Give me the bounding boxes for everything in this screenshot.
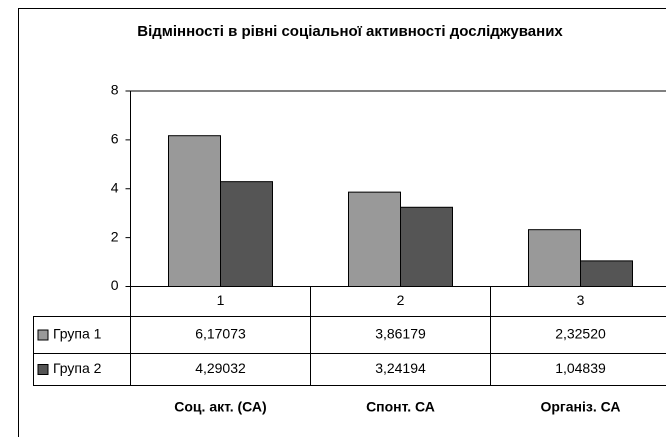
y-tick-label: 0 (111, 277, 119, 293)
table-value: 1,04839 (555, 360, 606, 376)
y-tick-label: 8 (111, 82, 119, 98)
table-value: 2,32520 (555, 326, 606, 342)
category-note: Спонт. СА (366, 399, 435, 415)
x-tick-label: 1 (217, 292, 225, 308)
x-tick-label: 2 (397, 292, 405, 308)
chart-title: Відмінності в рівні соціальної активност… (137, 23, 563, 40)
bar (348, 191, 401, 287)
y-tick-label: 2 (111, 228, 119, 244)
legend-swatch (37, 329, 49, 341)
bar (580, 260, 633, 288)
table-value: 6,17073 (195, 326, 246, 342)
bar (168, 135, 221, 287)
table-value: 3,86179 (375, 326, 426, 342)
category-note: Соц. акт. (СА) (174, 399, 266, 415)
table-value: 4,29032 (195, 360, 246, 376)
y-tick-label: 6 (111, 131, 119, 147)
table-value: 3,24194 (375, 360, 426, 376)
bar (528, 229, 581, 287)
category-note: Організ. СА (540, 399, 620, 415)
bar (220, 181, 273, 287)
legend-swatch (37, 364, 49, 375)
legend-label: Група 2 (53, 360, 102, 376)
legend-label: Група 1 (53, 326, 102, 342)
y-tick-label: 4 (111, 179, 119, 195)
x-tick-label: 3 (577, 292, 585, 308)
bar (400, 206, 453, 287)
